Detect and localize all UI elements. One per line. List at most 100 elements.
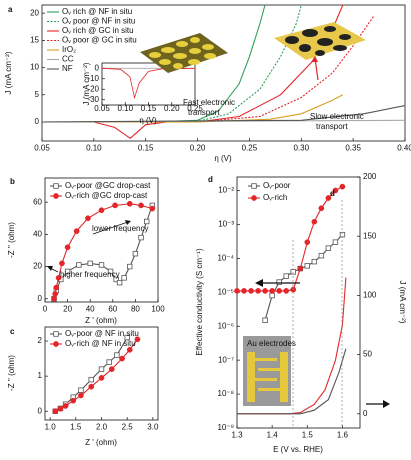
x-tick-label: 1.5: [70, 422, 82, 431]
x-tick-label: 0.10: [117, 104, 133, 113]
y-tick-label: 10: [30, 63, 39, 72]
marker: [339, 231, 346, 238]
marker: [283, 288, 290, 294]
legend-label: CC: [62, 55, 74, 64]
legend-label: Oᵥ-rich: [263, 193, 287, 202]
y-tick-label: 10⁻⁹: [217, 423, 234, 432]
x-tick-label: 0.35: [345, 143, 361, 152]
x-axis-label: Z ' (ohm): [85, 316, 117, 325]
x-axis-label: E (V vs. RHE): [273, 445, 323, 454]
legend-label: Oᵥ-rich @GC drop-cast: [65, 191, 148, 200]
x-tick-label: 1.4: [267, 430, 279, 439]
panel-label: b: [10, 177, 15, 186]
particles: [285, 26, 351, 56]
series-line: [41, 105, 406, 123]
electrodes: [247, 352, 288, 402]
legend-label: Oᵥ rich @ NF in situ: [62, 7, 132, 16]
marker: [78, 392, 84, 399]
marker: [297, 265, 304, 272]
marker: [87, 260, 93, 267]
x-tick-label: 0: [43, 304, 48, 313]
arrow-head: [312, 56, 318, 62]
marker: [304, 263, 310, 269]
annotation: higher frequency: [60, 270, 120, 279]
legend-label: Oᵥ poor @ GC in situ: [62, 36, 137, 45]
y2-tick-label: 200: [363, 172, 377, 181]
x-tick-label: 0.20: [164, 104, 180, 113]
series-line: [237, 348, 347, 415]
panel: [101, 62, 196, 106]
marker: [138, 234, 144, 241]
annotation: Fast electronic: [183, 98, 235, 107]
marker: [114, 352, 120, 358]
marker: [78, 387, 84, 393]
panel-label: d: [208, 175, 213, 184]
plot-frame: [101, 62, 196, 106]
marker: [124, 334, 130, 341]
marker: [318, 205, 325, 212]
y2-tick-label: 50: [363, 350, 372, 359]
series-line: [55, 337, 128, 412]
marker: [76, 262, 82, 268]
annotation: transport: [316, 122, 348, 131]
marker: [64, 244, 71, 251]
legend-label: Oᵥ-poor: [263, 181, 291, 190]
marker: [98, 366, 105, 372]
x-tick-label: 0.15: [141, 104, 157, 113]
marker: [332, 239, 339, 245]
y2-tick-label: 0: [363, 409, 368, 418]
panel-label: a: [8, 5, 13, 14]
y-tick-label: -30: [87, 95, 99, 104]
arrow: [92, 221, 129, 235]
x-tick-label: 0.05: [34, 143, 50, 152]
y-tick-label: 0: [35, 117, 40, 126]
marker: [126, 200, 133, 207]
x-tick-label: 0.05: [94, 104, 110, 113]
series-line: [237, 186, 343, 292]
marker: [325, 195, 332, 201]
x-tick-label: 1.5: [302, 430, 314, 439]
x-tick-label: 0.40: [397, 143, 411, 152]
marker: [73, 228, 80, 234]
marker: [52, 408, 59, 415]
marker: [255, 288, 261, 294]
y-tick-label: 10⁻²: [218, 186, 234, 195]
marker: [70, 397, 77, 404]
marker: [57, 405, 64, 412]
legend-marker: [53, 183, 59, 189]
legend-label: NF: [62, 64, 73, 73]
arrow-head: [47, 266, 53, 271]
decoration: [47, 22, 390, 428]
x-tick-label: 0.20: [190, 143, 206, 152]
marker: [134, 336, 141, 343]
panel-labels: 0.05 0.10 0.15 0.20 0.25 0 -10-20 -30 η (V) J (mA…: [82, 62, 203, 125]
marker: [113, 276, 119, 283]
x-tick-label: 2.0: [96, 422, 108, 431]
marker: [269, 288, 275, 294]
x-tick-label: 40: [86, 304, 95, 313]
marker: [127, 263, 133, 270]
marker: [234, 288, 240, 294]
x-tick-label: 1.6: [337, 430, 349, 439]
marker: [98, 375, 105, 381]
legend-marker: [53, 341, 59, 347]
marker: [112, 202, 118, 209]
arrow-head: [125, 220, 131, 225]
panel-label: d: [330, 189, 335, 198]
marker: [98, 262, 105, 268]
panel-label: c: [10, 327, 15, 336]
legend-label: Oᵥ-poor @ NF in situ: [65, 329, 139, 338]
plot-frame: [44, 177, 159, 303]
y-tick-label: 10⁻⁷: [218, 355, 234, 364]
x-tick-label: 0.25: [187, 104, 203, 113]
x-tick-label: 80: [131, 304, 140, 313]
annotation: transport: [188, 108, 220, 117]
y2-tick-label: 150: [363, 231, 377, 240]
x-tick-label: 2.5: [122, 422, 134, 431]
y-tick-label: 20: [33, 262, 42, 271]
panel-labels: 0 20 40 60 80 100 0 20 40 60 Z ' (ohm) -Z '' (ohm) b…: [7, 177, 165, 325]
plots: [41, 4, 406, 429]
y-tick-label: 0: [38, 406, 43, 415]
marker: [88, 376, 94, 383]
